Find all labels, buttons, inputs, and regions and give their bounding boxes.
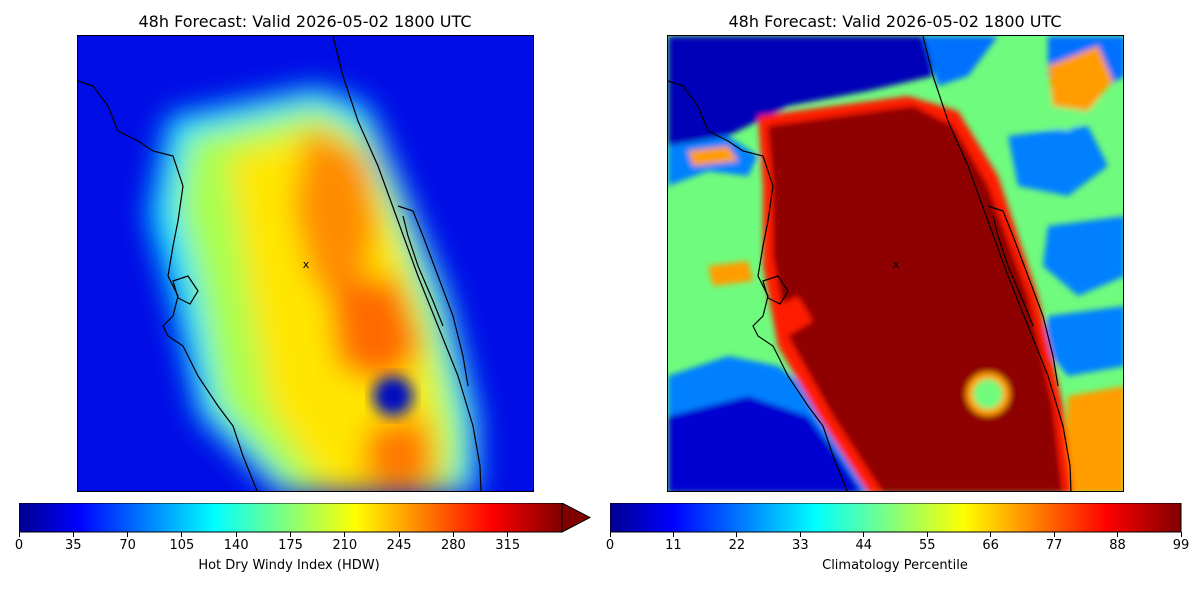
colorbar-tick-label: 175 [278, 538, 303, 553]
colorbar-tick-label: 77 [1045, 538, 1063, 553]
colorbar-tick-label: 88 [1109, 538, 1126, 553]
colorbar-tickmark [235, 532, 237, 537]
hdw-map[interactable]: x [77, 35, 534, 492]
colorbar-tick-label: 245 [386, 538, 412, 553]
location-marker: x [303, 258, 310, 271]
colorbar-tickmark [344, 532, 346, 537]
colorbar-tickmark [507, 532, 509, 537]
colorbar-tick-label: 33 [792, 538, 809, 553]
colorbar-tickmark [799, 532, 801, 537]
colorbar-tick-label: 70 [119, 538, 136, 553]
colorbar-tick-label: 0 [605, 538, 615, 553]
colorbar-tickmark [181, 532, 183, 537]
percentile-map[interactable]: x [667, 35, 1124, 492]
colorbar-tick-label: 210 [332, 538, 358, 553]
percentile-colorbar-gradient [609, 502, 1182, 533]
hdw-map-canvas: x [78, 36, 533, 491]
coastlines [668, 36, 1072, 491]
colorbar-tick-label: 55 [918, 538, 936, 553]
right-panel-title: 48h Forecast: Valid 2026-05-02 1800 UTC [728, 12, 1062, 31]
colorbar-tick-label: 0 [14, 538, 24, 553]
colorbar-tick-label: 11 [665, 538, 682, 553]
percentile-map-canvas: x [668, 36, 1123, 491]
colorbar-tickmark [1117, 532, 1119, 537]
colorbar-tickmark [863, 532, 865, 537]
percentile-colorbar-label: Climatology Percentile [822, 558, 968, 573]
percentile-colorbar [609, 502, 1182, 537]
colorbar-tickmark [926, 532, 928, 537]
colorbar-tick-label: 105 [169, 538, 195, 553]
coastlines [78, 36, 482, 491]
location-marker: x [893, 258, 900, 271]
colorbar-tickmark [452, 532, 454, 537]
colorbar-tickmark [1180, 532, 1182, 537]
colorbar-tickmark [736, 532, 738, 537]
percentile-field [668, 36, 1123, 491]
colorbar-tick-label: 280 [440, 538, 466, 553]
hdw-colorbar-label: Hot Dry Windy Index (HDW) [198, 558, 380, 573]
colorbar-tick-label: 44 [855, 538, 873, 553]
colorbar-tickmark [18, 532, 20, 537]
colorbar-tickmark [672, 532, 674, 537]
colorbar-tick-label: 35 [65, 538, 82, 553]
colorbar-tickmark [290, 532, 291, 537]
colorbar-tick-label: 99 [1172, 538, 1190, 553]
colorbar-tick-label: 22 [728, 538, 746, 553]
hdw-colorbar [18, 502, 594, 537]
colorbar-tickmark [609, 532, 611, 537]
colorbar-tickmark [127, 532, 129, 537]
hdw-colorbar-gradient [18, 502, 592, 533]
hdw-low-spot [373, 376, 413, 416]
colorbar-tickmark [990, 532, 992, 537]
left-panel-title: 48h Forecast: Valid 2026-05-02 1800 UTC [138, 12, 472, 31]
colorbar-tick-label: 66 [982, 538, 999, 553]
colorbar-tick-label: 315 [495, 538, 521, 553]
colorbar-tickmark [398, 532, 400, 537]
colorbar-tickmark [72, 532, 74, 537]
colorbar-tick-label: 140 [223, 538, 249, 553]
colorbar-tickmark [1053, 532, 1055, 537]
